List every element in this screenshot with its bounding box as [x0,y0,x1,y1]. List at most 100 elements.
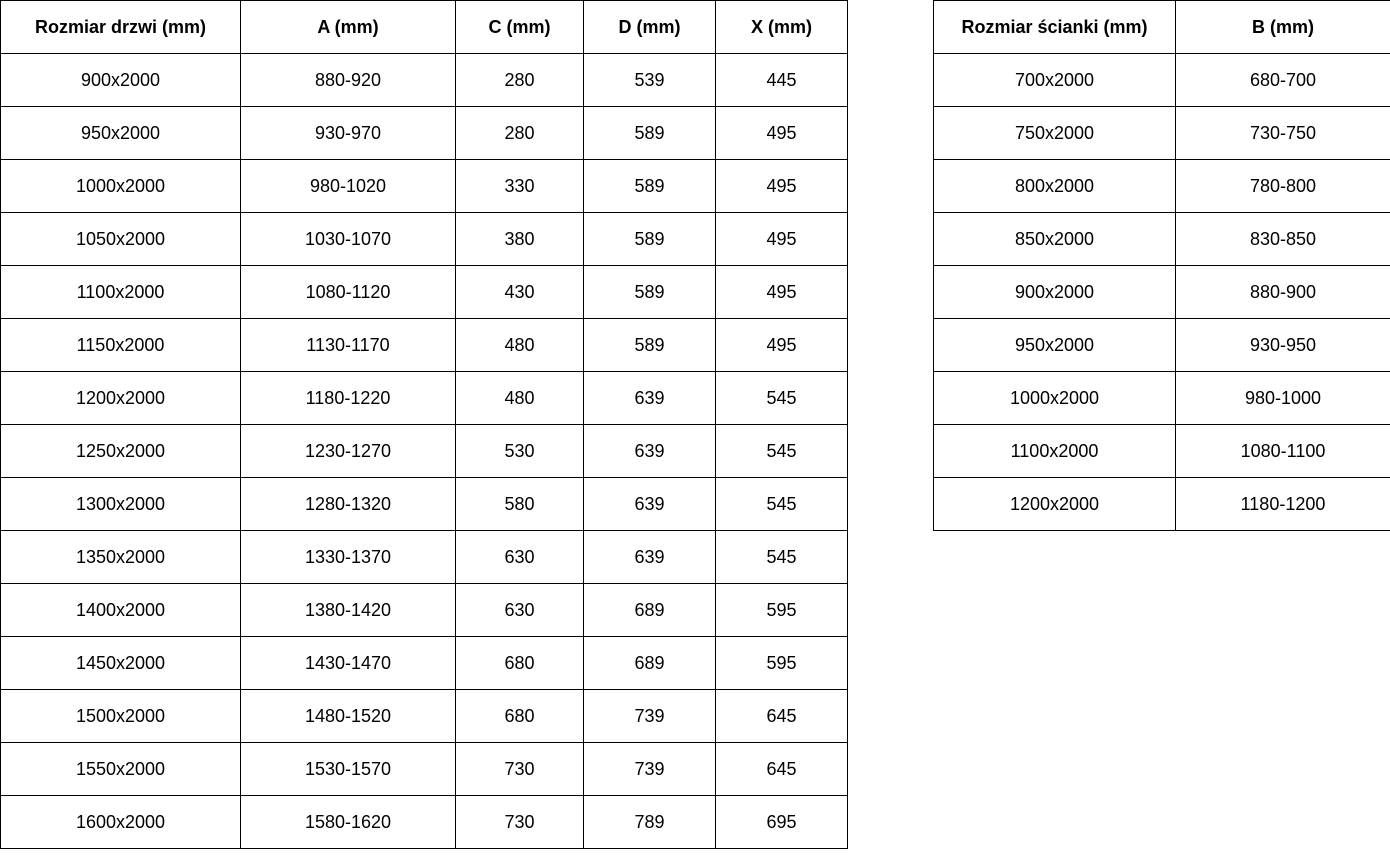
table-cell: 1550x2000 [0,742,241,796]
table-cell: 900x2000 [0,53,241,107]
table-cell: 630 [455,583,584,637]
table-row: 700x2000 680-700 [933,53,1390,107]
table-cell: 1530-1570 [240,742,456,796]
table-cell: 1180-1200 [1175,477,1390,531]
table-cell: 900x2000 [933,265,1176,319]
wall-sizes-table: Rozmiar ścianki (mm) B (mm) 700x2000 680-7… [933,0,1390,531]
table-cell: 630 [455,530,584,584]
table-cell: 595 [715,636,848,690]
table-row: 950x2000 930-970 280 589 495 [0,106,848,160]
table-row: 1500x2000 1480-1520 680 739 645 [0,689,848,743]
table-cell: 639 [583,371,716,425]
table-cell: 1000x2000 [933,371,1176,425]
table-cell: 595 [715,583,848,637]
table-cell: 589 [583,159,716,213]
table-cell: 1130-1170 [240,318,456,372]
table-row: 1550x2000 1530-1570 730 739 645 [0,742,848,796]
table-cell: 850x2000 [933,212,1176,266]
table-row: 1250x2000 1230-1270 530 639 545 [0,424,848,478]
table-row: 1100x2000 1080-1100 [933,424,1390,478]
table-cell: 545 [715,530,848,584]
door-sizes-table: Rozmiar drzwi (mm) A (mm) C (mm) D (mm) X (m… [0,0,848,849]
table-cell: 750x2000 [933,106,1176,160]
column-header: Rozmiar ścianki (mm) [933,0,1176,54]
table-cell: 695 [715,795,848,849]
wall-table-header-row: Rozmiar ścianki (mm) B (mm) [933,0,1390,54]
table-row: 1150x2000 1130-1170 480 589 495 [0,318,848,372]
table-cell: 930-970 [240,106,456,160]
table-cell: 1200x2000 [0,371,241,425]
table-cell: 495 [715,106,848,160]
table-cell: 1250x2000 [0,424,241,478]
table-cell: 330 [455,159,584,213]
table-cell: 1580-1620 [240,795,456,849]
table-row: 1350x2000 1330-1370 630 639 545 [0,530,848,584]
table-cell: 639 [583,530,716,584]
table-cell: 495 [715,318,848,372]
table-cell: 1200x2000 [933,477,1176,531]
table-row: 1200x2000 1180-1220 480 639 545 [0,371,848,425]
table-cell: 1280-1320 [240,477,456,531]
table-cell: 589 [583,265,716,319]
table-cell: 1300x2000 [0,477,241,531]
table-cell: 1500x2000 [0,689,241,743]
table-cell: 950x2000 [933,318,1176,372]
table-cell: 689 [583,583,716,637]
column-header: X (mm) [715,0,848,54]
table-cell: 495 [715,212,848,266]
table-cell: 1100x2000 [933,424,1176,478]
table-row: 1300x2000 1280-1320 580 639 545 [0,477,848,531]
table-cell: 1350x2000 [0,530,241,584]
table-cell: 680 [455,636,584,690]
table-row: 1200x2000 1180-1200 [933,477,1390,531]
table-cell: 680 [455,689,584,743]
table-cell: 589 [583,212,716,266]
table-row: 1000x2000 980-1020 330 589 495 [0,159,848,213]
table-cell: 1230-1270 [240,424,456,478]
table-cell: 589 [583,106,716,160]
table-cell: 789 [583,795,716,849]
table-cell: 1150x2000 [0,318,241,372]
table-cell: 930-950 [1175,318,1390,372]
table-cell: 880-920 [240,53,456,107]
table-cell: 1100x2000 [0,265,241,319]
table-cell: 589 [583,318,716,372]
table-cell: 495 [715,159,848,213]
column-header: C (mm) [455,0,584,54]
table-cell: 1600x2000 [0,795,241,849]
column-header: D (mm) [583,0,716,54]
table-cell: 1080-1120 [240,265,456,319]
column-header: A (mm) [240,0,456,54]
table-row: 850x2000 830-850 [933,212,1390,266]
table-cell: 1450x2000 [0,636,241,690]
table-cell: 280 [455,106,584,160]
table-cell: 689 [583,636,716,690]
column-header: B (mm) [1175,0,1390,54]
door-table-header-row: Rozmiar drzwi (mm) A (mm) C (mm) D (mm) X (m… [0,0,848,54]
table-cell: 1330-1370 [240,530,456,584]
table-cell: 545 [715,424,848,478]
table-row: 1000x2000 980-1000 [933,371,1390,425]
table-cell: 739 [583,742,716,796]
table-cell: 830-850 [1175,212,1390,266]
table-cell: 739 [583,689,716,743]
table-cell: 639 [583,424,716,478]
table-row: 1600x2000 1580-1620 730 789 695 [0,795,848,849]
table-cell: 980-1000 [1175,371,1390,425]
table-row: 950x2000 930-950 [933,318,1390,372]
table-cell: 730 [455,742,584,796]
table-row: 1050x2000 1030-1070 380 589 495 [0,212,848,266]
table-cell: 1180-1220 [240,371,456,425]
table-cell: 480 [455,318,584,372]
table-row: 1450x2000 1430-1470 680 689 595 [0,636,848,690]
table-cell: 280 [455,53,584,107]
table-cell: 545 [715,371,848,425]
table-cell: 980-1020 [240,159,456,213]
table-cell: 645 [715,689,848,743]
table-cell: 880-900 [1175,265,1390,319]
table-cell: 539 [583,53,716,107]
table-row: 1400x2000 1380-1420 630 689 595 [0,583,848,637]
table-row: 900x2000 880-920 280 539 445 [0,53,848,107]
table-cell: 580 [455,477,584,531]
